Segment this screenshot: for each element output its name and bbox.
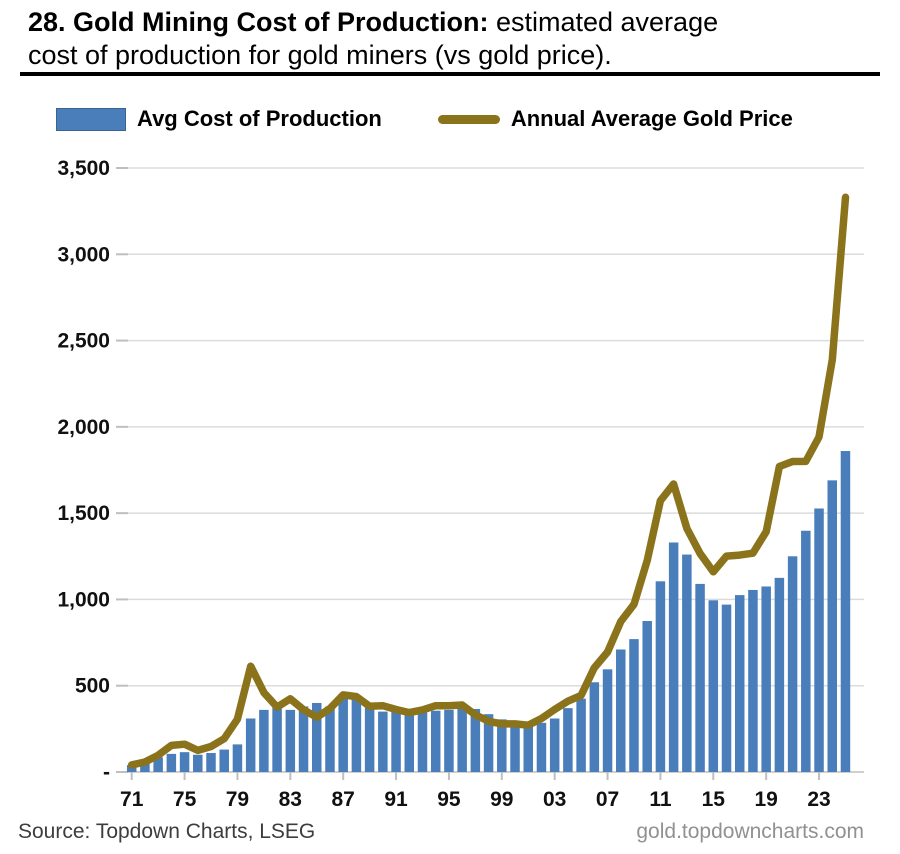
bar-2025 [840, 451, 851, 772]
bar-2016 [721, 604, 732, 772]
page-title: 28. Gold Mining Cost of Production: esti… [28, 6, 888, 72]
y-axis-label-0: - [103, 761, 110, 784]
x-axis-label-2003: 03 [543, 788, 566, 811]
bar-2010 [642, 621, 652, 772]
x-axis-label-1975: 75 [173, 788, 197, 811]
site-link[interactable]: gold.topdowncharts.com [636, 820, 864, 843]
bar-1990 [378, 711, 388, 772]
x-axis-label-1987: 87 [332, 788, 355, 811]
source-text: Source: Topdown Charts, LSEG [18, 820, 316, 843]
page-title-bold: 28. Gold Mining Cost of Production: [28, 7, 489, 37]
bar-1982 [272, 707, 282, 772]
x-axis-label-1991: 91 [384, 788, 408, 811]
bar-2000 [510, 721, 520, 772]
legend-item-cost: Avg Cost of Production [56, 106, 382, 132]
bar-1980 [245, 718, 256, 772]
x-axis-label-2007: 07 [596, 788, 619, 811]
chart-legend: Avg Cost of Production Annual Average Go… [56, 106, 876, 132]
bar-1997 [470, 709, 481, 772]
x-axis-label-2023: 23 [807, 788, 830, 811]
bar-1996 [457, 707, 467, 772]
bar-2008 [616, 649, 626, 772]
bar-1989 [364, 705, 375, 772]
bar-2023 [814, 508, 824, 772]
line-series-swatch-icon [437, 114, 500, 124]
bar-2018 [748, 589, 758, 772]
y-axis-label-3500: 3,500 [57, 157, 110, 180]
bar-1988 [351, 699, 362, 772]
y-axis-label-1000: 1,000 [57, 588, 110, 611]
bar-1983 [285, 709, 296, 772]
bar-2004 [563, 708, 573, 772]
title-divider [20, 72, 880, 76]
x-axis-label-2015: 15 [702, 788, 726, 811]
bar-1992 [404, 709, 415, 772]
bar-1977 [206, 753, 216, 772]
bar-2003 [549, 718, 560, 772]
y-axis-label-1500: 1,500 [57, 502, 110, 525]
chart-area: - 500 1,000 1,500 2,000 2,500 3,000 3,500 71 75 79… [0, 140, 900, 820]
bar-2020 [774, 577, 785, 772]
bar-1979 [232, 744, 243, 772]
y-axis-label-2000: 2,000 [57, 416, 110, 439]
bar-2001 [523, 722, 533, 772]
bar-2014 [695, 583, 705, 772]
bar-1985 [312, 702, 322, 772]
page-title-regular: estimated average [488, 7, 719, 37]
legend-item-price: Annual Average Gold Price [437, 106, 793, 132]
bar-2019 [761, 586, 771, 772]
bar-1984 [298, 706, 309, 772]
x-axis-label-1971: 71 [120, 788, 144, 811]
y-axis-label-3000: 3,000 [57, 243, 110, 266]
legend-label-price: Annual Average Gold Price [510, 106, 793, 131]
bar-1987 [338, 697, 348, 772]
bar-series-swatch-icon [56, 107, 126, 131]
bar-1995 [444, 709, 454, 772]
bar-2022 [801, 530, 811, 772]
bar-1993 [417, 712, 428, 772]
bar-1978 [219, 749, 229, 772]
y-axis-label-2500: 2,500 [57, 330, 110, 353]
bar-2011 [655, 581, 666, 772]
legend-label-cost: Avg Cost of Production [137, 106, 382, 131]
page-title-line2: cost of production for gold miners (vs g… [28, 40, 612, 70]
bar-1975 [179, 752, 190, 772]
gold-price-line [127, 193, 850, 769]
bar-1972 [140, 763, 150, 772]
bar-2015 [708, 600, 719, 772]
bar-2009 [629, 639, 639, 772]
bar-2012 [668, 542, 679, 772]
bar-1999 [497, 719, 507, 772]
bar-2017 [734, 595, 745, 772]
bar-1974 [166, 753, 177, 772]
x-axis-label-2011: 11 [649, 788, 672, 811]
bar-1998 [483, 714, 494, 772]
bar-2024 [827, 480, 838, 772]
x-axis-label-1979: 79 [226, 788, 249, 811]
bar-2013 [682, 554, 692, 772]
bar-2006 [589, 682, 600, 772]
bar-1994 [430, 710, 441, 772]
chart-svg: - 500 1,000 1,500 2,000 2,500 3,000 3,500 71 75 79… [57, 157, 864, 811]
x-axis-label-1999: 99 [490, 788, 513, 811]
bar-1973 [153, 757, 163, 772]
bar-2007 [602, 669, 613, 772]
bar-2005 [576, 698, 586, 772]
bar-2021 [787, 556, 798, 772]
bar-1981 [259, 709, 269, 772]
x-axis-label-1983: 83 [279, 788, 302, 811]
y-axis-label-500: 500 [75, 675, 110, 698]
bar-2002 [536, 722, 547, 772]
bar-1976 [193, 754, 203, 772]
bar-1991 [391, 711, 401, 772]
x-axis-label-2019: 19 [754, 788, 777, 811]
bar-1986 [325, 706, 335, 772]
x-axis-label-1995: 95 [437, 788, 461, 811]
